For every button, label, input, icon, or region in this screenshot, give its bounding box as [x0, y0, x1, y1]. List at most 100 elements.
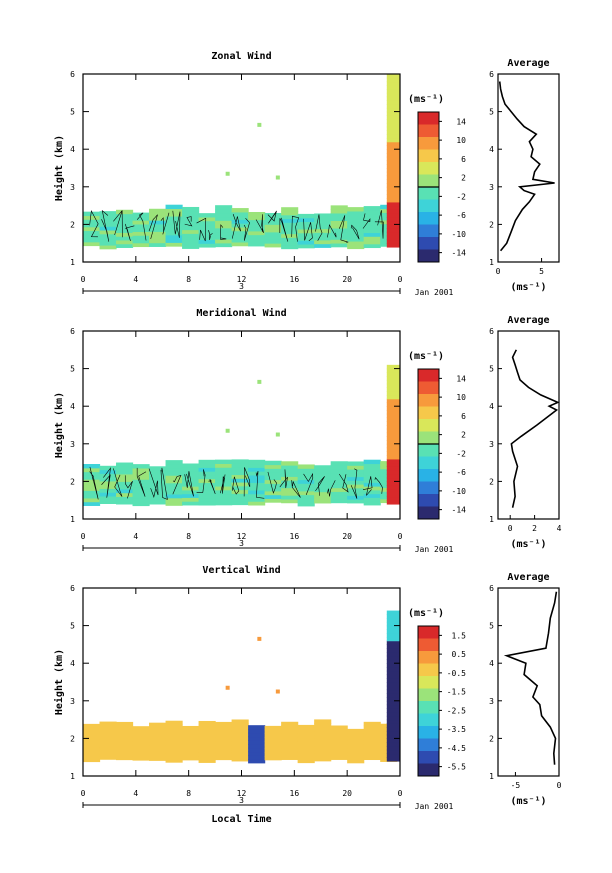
heatmap-cell [215, 212, 233, 218]
heatmap-cell [330, 224, 348, 229]
heatmap-cell [330, 498, 348, 504]
heatmap-cell [215, 497, 233, 502]
heatmap-cell [363, 744, 381, 749]
heatmap-cell [165, 215, 183, 221]
heatmap-cell [132, 231, 150, 236]
heatmap-cell [386, 92, 400, 98]
heatmap-cell [215, 231, 233, 236]
heatmap-cell [281, 487, 299, 492]
heatmap-cell [363, 221, 381, 226]
heatmap-cell [215, 463, 233, 468]
heatmap-cell [231, 738, 249, 743]
heatmap-cell [386, 379, 400, 385]
heatmap-cell [297, 747, 315, 752]
heatmap-cell [363, 493, 381, 498]
heatmap-cell [386, 398, 400, 404]
panel-title: Zonal Wind [211, 50, 271, 62]
contour-line [89, 209, 99, 238]
heatmap-cell [215, 729, 233, 734]
heatmap-cell [314, 491, 332, 496]
heatmap-cell [363, 725, 381, 730]
heatmap-cell [281, 214, 299, 220]
heatmap-cell [116, 217, 134, 222]
heatmap-cell [281, 210, 299, 216]
colorbar-swatch [418, 713, 439, 727]
heatmap-cell [198, 489, 216, 495]
heatmap-cell [386, 239, 400, 244]
heatmap-cell [132, 482, 150, 488]
heatmap-cell [264, 464, 282, 469]
heatmap-cell [248, 482, 266, 487]
heatmap-cell [347, 484, 365, 489]
colorbar-tick-label: 2 [461, 431, 466, 440]
y-tick-label: 6 [70, 70, 75, 79]
heatmap-cell [231, 466, 249, 472]
heatmap-cell [132, 464, 150, 469]
colorbar-tick-label: -1.5 [447, 688, 466, 697]
heatmap-cell [149, 231, 167, 236]
heatmap-cell [182, 233, 200, 238]
colorbar-swatch [418, 199, 439, 213]
heatmap-cell [99, 233, 117, 239]
heatmap-cell [165, 731, 183, 737]
heatmap-cell [231, 500, 249, 506]
heatmap-cell [182, 756, 200, 761]
heatmap-cell [314, 499, 332, 504]
colorbar-swatch [418, 506, 439, 520]
y-tick-label: 4 [70, 659, 75, 668]
heatmap-cell [248, 751, 266, 756]
heatmap-cell [149, 756, 167, 761]
heatmap-cell [330, 487, 348, 492]
heatmap-cell [264, 235, 282, 240]
heatmap-cell [116, 236, 134, 241]
heatmap-cell [363, 459, 381, 465]
heatmap-cell [386, 614, 400, 619]
heatmap-cell [386, 757, 400, 762]
heatmap-cell [330, 729, 348, 734]
heatmap-cell [386, 689, 400, 694]
heatmap-cell [314, 213, 332, 218]
contour-line [220, 224, 227, 240]
heatmap-cell [314, 749, 332, 754]
heatmap-cell [386, 425, 400, 430]
heatmap-cell [257, 379, 262, 384]
heatmap-cell [330, 216, 348, 221]
heatmap-cell [297, 240, 315, 245]
heatmap-cell [347, 210, 365, 216]
contour-line [136, 467, 147, 497]
heatmap-cell [347, 233, 365, 238]
colorbar-swatch [418, 469, 439, 482]
heatmap-cell [215, 216, 233, 221]
profile-x-label: (ms⁻¹) [510, 539, 546, 550]
x-tick-label: 12 [237, 275, 247, 284]
profile-x-tick-label: 4 [557, 524, 562, 533]
heatmap-cell [330, 733, 348, 738]
y-tick-label: 2 [70, 734, 75, 743]
heatmap-cell [386, 134, 400, 139]
profile-x-tick-label: 0 [557, 781, 562, 790]
heatmap-cell [386, 621, 400, 627]
heatmap-cell [149, 741, 167, 746]
heatmap-cell [297, 758, 315, 764]
heatmap-cell [386, 458, 400, 464]
contour-line [338, 215, 349, 243]
heatmap-cell [83, 211, 101, 217]
heatmap-cell [99, 492, 117, 497]
x-tick-label: 8 [186, 532, 191, 541]
colorbar-tick-label: -2 [456, 192, 466, 201]
heatmap-cell [132, 471, 150, 477]
heatmap-cell [83, 230, 101, 235]
heatmap-cell [386, 376, 400, 381]
heatmap-cell [248, 234, 266, 239]
heatmap-cell [116, 243, 134, 248]
heatmap-cell [182, 486, 200, 491]
heatmap-cell [386, 436, 400, 441]
heatmap-cell [198, 754, 216, 760]
colorbar-swatch [418, 494, 439, 507]
heatmap-cell [132, 744, 150, 750]
heatmap-cell [248, 736, 266, 741]
heatmap-cell [275, 432, 280, 437]
heatmap-cell [386, 432, 400, 437]
heatmap-cell [281, 229, 299, 235]
contour-line [315, 476, 325, 496]
